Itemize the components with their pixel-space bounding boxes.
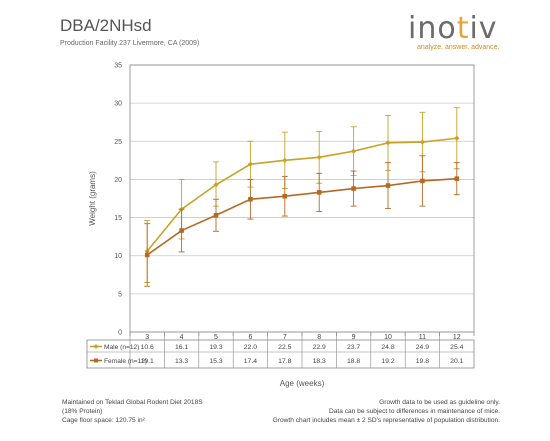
data-point bbox=[248, 196, 253, 202]
footer-left-line: Maintained on Teklad Global Rodent Diet … bbox=[62, 399, 203, 406]
x-tick-label: 7 bbox=[283, 334, 287, 341]
data-point bbox=[282, 157, 288, 163]
data-point bbox=[385, 140, 391, 146]
footer-left-line: Cage floor space: 120.75 in² bbox=[62, 417, 145, 424]
table-value: 13.3 bbox=[175, 358, 188, 365]
table-value: 19.3 bbox=[209, 344, 222, 351]
inotiv-logo: inotiv bbox=[408, 14, 498, 44]
x-tick-label: 12 bbox=[453, 334, 461, 341]
data-point bbox=[316, 154, 322, 160]
y-tick-label: 25 bbox=[114, 139, 122, 146]
x-tick-label: 10 bbox=[384, 334, 392, 341]
x-tick-label: 8 bbox=[317, 334, 321, 341]
y-tick-label: 30 bbox=[114, 101, 122, 108]
legend-marker bbox=[94, 358, 98, 363]
series-line bbox=[146, 177, 457, 256]
legend-marker bbox=[93, 344, 99, 349]
table-value: 24.9 bbox=[416, 344, 429, 351]
table-value: 22.9 bbox=[313, 344, 326, 351]
footer-left-line: (18% Protein) bbox=[62, 408, 103, 415]
data-point bbox=[282, 193, 288, 199]
data-table bbox=[86, 339, 475, 369]
x-tick-label: 11 bbox=[419, 334, 426, 341]
data-point bbox=[385, 183, 391, 188]
table-value: 25.4 bbox=[450, 344, 463, 351]
legend-label: Female (n=12) bbox=[104, 358, 147, 365]
y-tick-label: 10 bbox=[114, 253, 122, 260]
x-tick-label: 6 bbox=[248, 334, 252, 341]
data-point bbox=[213, 182, 219, 188]
y-tick-label: 0 bbox=[118, 330, 122, 337]
table-value: 22.5 bbox=[278, 344, 291, 351]
data-point bbox=[316, 190, 322, 195]
footer-notes-right: Growth data to be used as guideline only… bbox=[245, 398, 500, 425]
data-point bbox=[420, 178, 425, 184]
table-value: 15.3 bbox=[209, 358, 222, 365]
logo-suffix: iv bbox=[469, 11, 498, 46]
table-value: 20.1 bbox=[450, 358, 463, 365]
legend-label: Male (n=12) bbox=[104, 344, 139, 351]
x-axis-title: Age (weeks) bbox=[280, 379, 325, 388]
y-tick-label: 20 bbox=[114, 177, 122, 184]
logo-accent: t bbox=[456, 11, 470, 46]
x-tick-label: 9 bbox=[352, 334, 356, 341]
chart-subtitle: Production Facility 237 Livermore, CA (2… bbox=[60, 40, 200, 47]
y-tick-label: 5 bbox=[118, 291, 122, 298]
x-tick-label: 4 bbox=[180, 334, 184, 341]
data-point bbox=[213, 212, 219, 218]
data-point bbox=[454, 176, 460, 181]
data-point bbox=[454, 135, 460, 141]
y-tick-label: 15 bbox=[114, 215, 122, 222]
data-point bbox=[247, 161, 253, 167]
data-point bbox=[179, 228, 184, 233]
table-value: 17.4 bbox=[244, 358, 257, 365]
data-point bbox=[351, 186, 356, 191]
series-line bbox=[146, 137, 457, 252]
logo-tagline: analyze. answer. advance. bbox=[417, 44, 500, 51]
footer-right-line: Growth data to be used as guideline only… bbox=[379, 399, 500, 406]
table-value: 22.0 bbox=[244, 344, 257, 351]
table-value: 18.3 bbox=[313, 358, 326, 365]
table-value: 16.1 bbox=[175, 344, 188, 351]
data-point bbox=[351, 148, 357, 154]
table-value: 10.1 bbox=[141, 358, 154, 365]
y-axis-title: Weight (grams) bbox=[88, 171, 97, 226]
y-tick-label: 35 bbox=[114, 63, 122, 70]
footer-notes-left: Maintained on Teklad Global Rodent Diet … bbox=[62, 398, 203, 425]
x-tick-label: 5 bbox=[214, 334, 218, 341]
table-value: 19.2 bbox=[381, 358, 394, 365]
table-value: 24.8 bbox=[381, 344, 394, 351]
table-value: 19.8 bbox=[416, 358, 429, 365]
logo-prefix: ino bbox=[408, 11, 457, 46]
footer-right-line: Data can be subject to differences in ma… bbox=[328, 408, 500, 415]
x-tick-label: 3 bbox=[145, 334, 149, 341]
data-point bbox=[419, 139, 425, 145]
table-value: 10.6 bbox=[141, 344, 154, 351]
chart-title: DBA/2NHsd bbox=[60, 16, 152, 35]
table-value: 23.7 bbox=[347, 344, 360, 351]
data-point bbox=[144, 252, 150, 258]
table-value: 17.8 bbox=[278, 358, 291, 365]
footer-right-line: Growth chart includes mean ± 2 SD's repr… bbox=[272, 417, 500, 424]
table-value: 18.8 bbox=[347, 358, 360, 365]
